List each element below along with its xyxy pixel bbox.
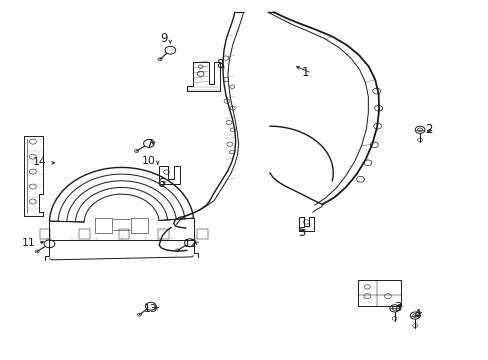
- Text: 8: 8: [216, 58, 223, 71]
- Bar: [79, 229, 90, 239]
- Text: 5: 5: [298, 226, 305, 239]
- Text: 13: 13: [143, 304, 157, 314]
- Text: 12: 12: [183, 239, 197, 249]
- Text: 2: 2: [424, 123, 431, 136]
- Bar: [197, 229, 208, 239]
- Text: 4: 4: [412, 308, 420, 321]
- Bar: [357, 280, 400, 306]
- Text: 7: 7: [145, 138, 153, 150]
- Bar: [40, 229, 50, 239]
- Bar: [118, 229, 129, 239]
- Text: 6: 6: [157, 177, 164, 190]
- Text: 10: 10: [141, 156, 155, 166]
- Text: 1: 1: [301, 66, 309, 79]
- Text: 14: 14: [33, 157, 47, 167]
- Text: 3: 3: [394, 301, 401, 314]
- Text: 11: 11: [21, 238, 35, 248]
- Text: 9: 9: [160, 32, 167, 45]
- Bar: [158, 229, 168, 239]
